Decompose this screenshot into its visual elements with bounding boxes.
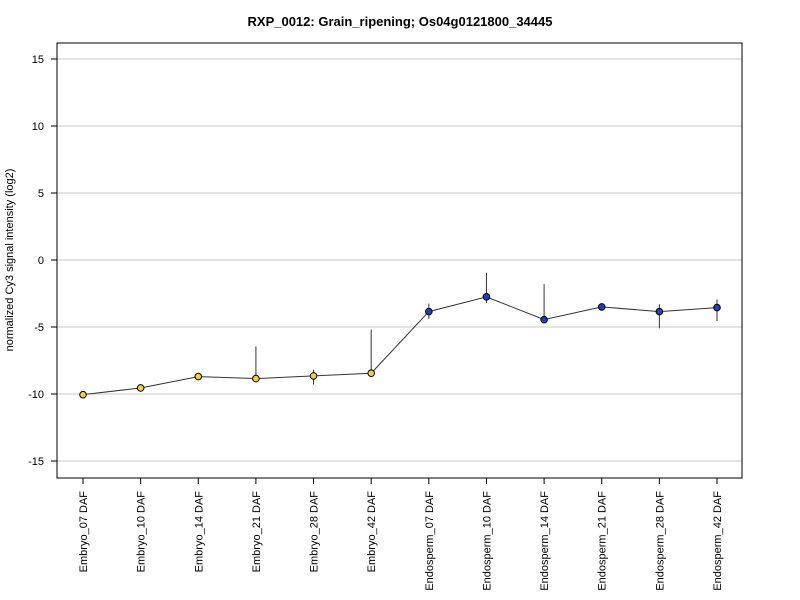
- data-point: [309, 372, 318, 380]
- x-tick-label: Embryo_42 DAF: [366, 491, 378, 573]
- grid-lines: [57, 58, 742, 462]
- y-tick-label: 0: [38, 255, 44, 267]
- data-point: [482, 293, 491, 301]
- data-point: [597, 303, 606, 311]
- data-point: [252, 374, 260, 383]
- data-point: [367, 369, 375, 378]
- x-tick-label: Embryo_28 DAF: [309, 491, 321, 573]
- x-tick-label: Endosperm_07 DAF: [424, 491, 436, 591]
- data-series: [79, 272, 721, 399]
- x-tick-label: Endosperm_42 DAF: [712, 491, 724, 591]
- x-tick-label: Embryo_10 DAF: [136, 491, 148, 573]
- x-tick-label: Endosperm_21 DAF: [597, 491, 609, 591]
- data-point: [540, 315, 548, 324]
- x-tick-label: Endosperm_28 DAF: [654, 491, 666, 591]
- x-tick-label: Endosperm_10 DAF: [481, 491, 493, 591]
- y-tick-label: 5: [38, 188, 44, 200]
- y-tick-label: -10: [28, 389, 44, 401]
- data-point: [79, 390, 87, 399]
- data-point: [655, 307, 664, 316]
- y-axis-label: normalized Cy3 signal intensity (log2): [4, 169, 16, 352]
- x-tick-label: Embryo_14 DAF: [193, 491, 205, 573]
- y-axis: 15 10 5 0 -5 -10 -15: [28, 54, 57, 468]
- series-line: [82, 296, 718, 396]
- x-tick-label: Endosperm_14 DAF: [539, 491, 551, 591]
- x-tick-label: Embryo_07 DAF: [78, 491, 90, 573]
- data-point: [136, 384, 145, 392]
- x-axis: Embryo_07 DAF Embryo_10 DAF Embryo_14 DAF E…: [78, 478, 724, 591]
- x-tick-label: Embryo_21 DAF: [251, 491, 263, 573]
- y-tick-label: -5: [34, 322, 44, 334]
- y-tick-label: 10: [32, 121, 44, 133]
- data-point: [425, 307, 433, 316]
- data-point: [713, 303, 721, 312]
- y-tick-label: -15: [28, 456, 44, 468]
- y-tick-label: 15: [32, 54, 44, 66]
- data-point: [194, 372, 203, 381]
- chart-title: RXP_0012: Grain_ripening; Os04g0121800_3…: [248, 14, 553, 29]
